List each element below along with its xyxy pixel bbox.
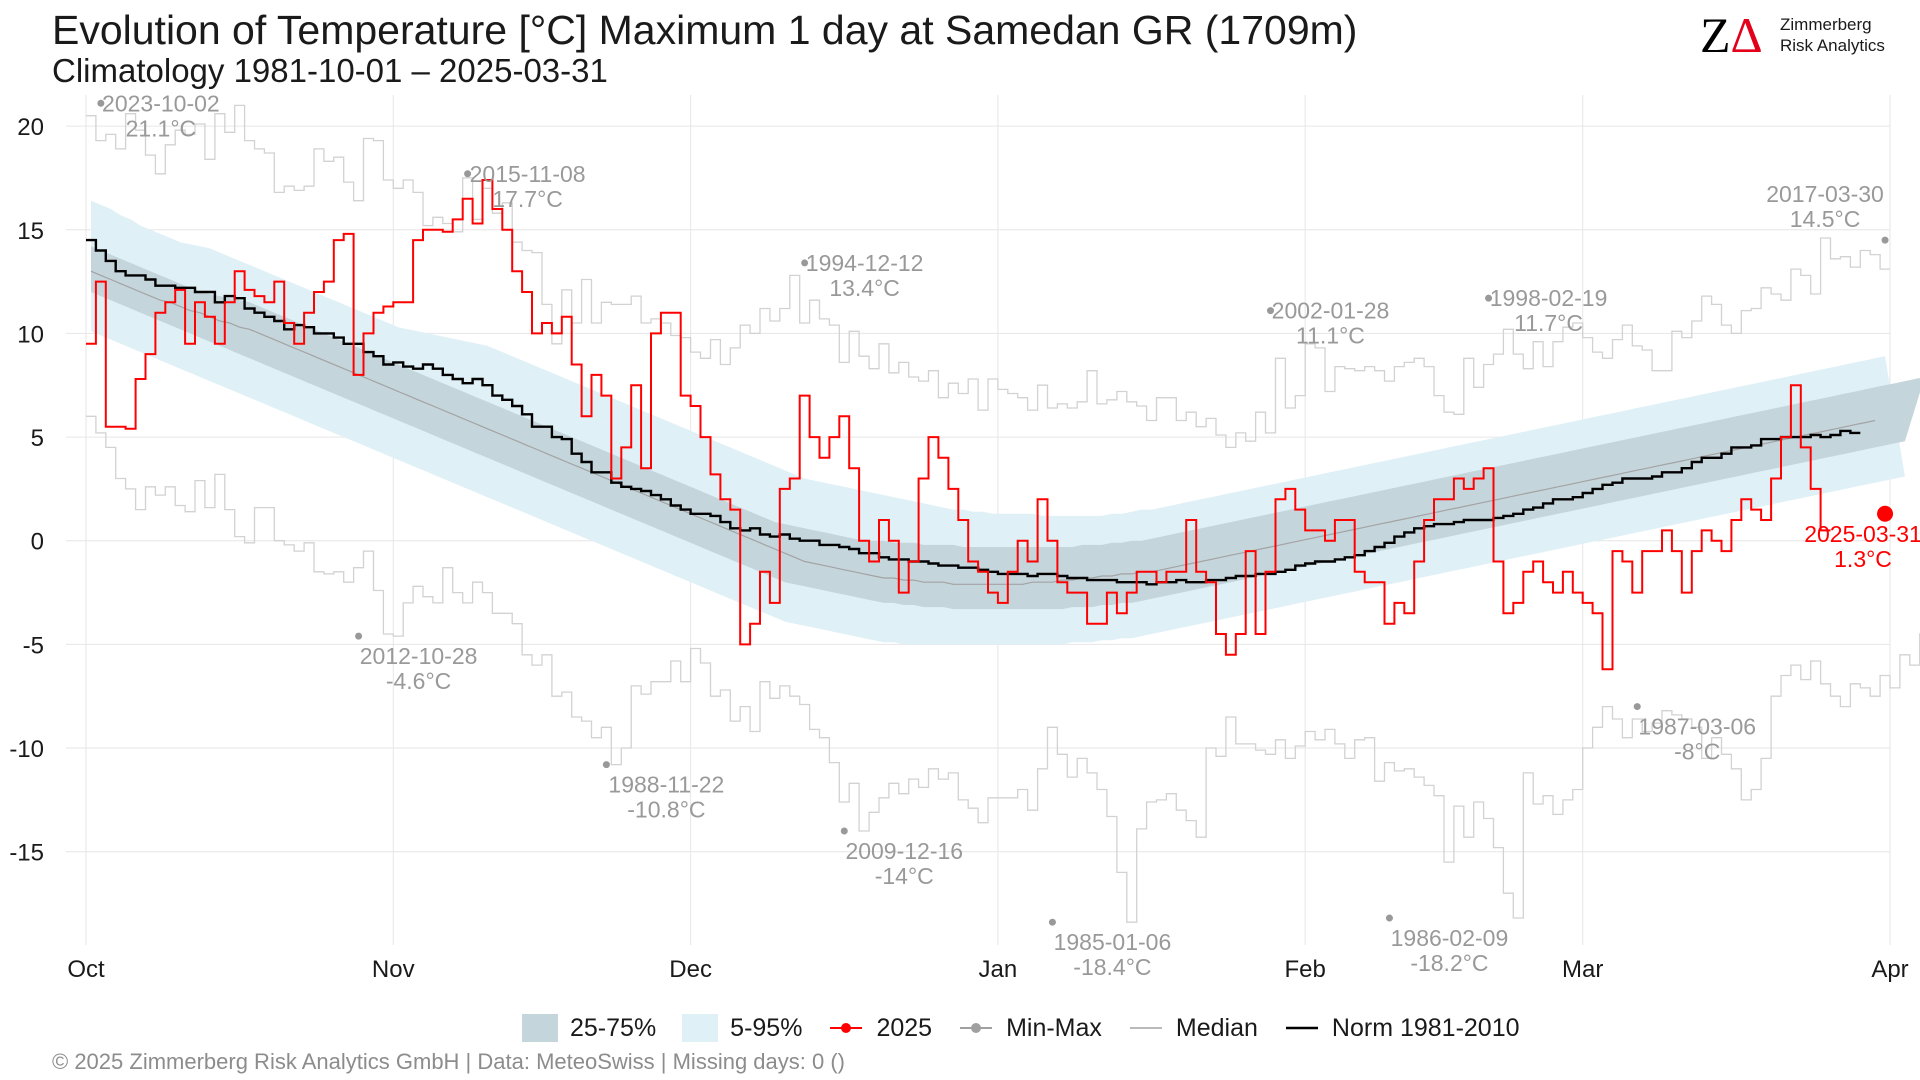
annotation-point (1048, 918, 1056, 926)
annotation-date: 2015-11-08 (470, 161, 586, 187)
y-tick-label: -5 (23, 632, 44, 659)
annotation-point (840, 827, 848, 835)
legend-swatch-5-95 (682, 1013, 719, 1043)
annotation-value: -14°C (875, 863, 934, 889)
logo-mark-icon: ZΔ (1700, 7, 1763, 63)
annotation-value: 11.1°C (1296, 323, 1365, 349)
annotation-value: -10.8°C (627, 797, 705, 823)
logo-text: Zimmerberg Risk Analytics (1780, 14, 1885, 56)
legend-item-5-95: 5-95% (682, 1013, 802, 1043)
y-tick-label: 15 (17, 218, 44, 245)
annotation-point (97, 99, 105, 107)
min-line (86, 415, 1920, 923)
annotation-value: 21.1°C (126, 115, 197, 141)
annotation-date: 2023-10-02 (102, 90, 220, 116)
axes: 20 15 10 5 0 -5 -10 -15 Oct Nov Dec Jan Feb Mar Apr (9, 114, 1908, 983)
annotation-date: 1998-02-19 (1490, 285, 1608, 311)
annotation-date: 2012-10-28 (360, 643, 478, 669)
annotation-point (1485, 294, 1493, 302)
copyright-footer: © 2025 Zimmerberg Risk Analytics GmbH | … (52, 1049, 845, 1074)
x-tick-label: Jan (979, 956, 1018, 983)
y-tick-label: 10 (17, 321, 44, 348)
x-tick-label: Feb (1285, 956, 1326, 983)
legend-item-norm: Norm 1981-2010 (1284, 1013, 1520, 1043)
company-logo: ZΔ Zimmerberg Risk Analytics (1700, 10, 1910, 60)
annotation-value: -8°C (1674, 739, 1720, 765)
chart-title: Evolution of Temperature [°C] Maximum 1 … (52, 7, 1358, 53)
annotation-value: -4.6°C (386, 668, 451, 694)
norm-line (86, 238, 1861, 586)
annotation-point (1633, 703, 1641, 711)
legend-swatch-25-75 (522, 1013, 558, 1043)
x-tick-label: Oct (67, 956, 105, 983)
annotation-value: 17.7°C (492, 186, 563, 212)
annotation-value: 14.5°C (1790, 206, 1861, 232)
annotation-value: 11.7°C (1514, 310, 1583, 336)
band-25-75 (91, 246, 1920, 610)
legend-label-norm: Norm 1981-2010 (1331, 1013, 1520, 1042)
logo-line-2: Risk Analytics (1780, 36, 1885, 55)
annotation-date: 2002-01-28 (1272, 298, 1390, 324)
annotation-value: 1.3°C (1834, 546, 1892, 572)
x-tick-label: Dec (669, 956, 712, 983)
legend-label-median: Median (1175, 1013, 1258, 1042)
x-tick-label: Mar (1562, 956, 1603, 983)
annotation-point (1385, 914, 1393, 922)
annotation-date: 2017-03-30 (1766, 181, 1884, 207)
legend-item-minmax: Min-Max (958, 1013, 1102, 1043)
annotation-point (1881, 236, 1889, 244)
series-lines (86, 104, 1920, 923)
legend-key-median-icon (1128, 1013, 1164, 1043)
annotation-point (1877, 505, 1894, 522)
y-tick-label: -10 (9, 736, 44, 763)
legend-label-25-75: 25-75% (570, 1013, 657, 1042)
y-tick-label: -15 (9, 840, 44, 867)
chart-subtitle: Climatology 1981-10-01 – 2025-03-31 (52, 52, 608, 89)
annotation-point (355, 632, 363, 640)
annotation-point (1266, 307, 1274, 315)
annotation-date: 2009-12-16 (845, 838, 963, 864)
x-tick-label: Nov (372, 956, 415, 983)
annotation-date: 1988-11-22 (608, 772, 724, 798)
legend-item-25-75: 25-75% (522, 1013, 656, 1043)
logo-line-1: Zimmerberg (1780, 15, 1872, 34)
legend-label-minmax: Min-Max (1006, 1013, 1102, 1042)
annotation-point (464, 170, 472, 178)
annotation-date: 1994-12-12 (806, 250, 924, 276)
max-line (86, 104, 1890, 449)
x-tick-label: Apr (1871, 956, 1908, 983)
annotation-value: -18.2°C (1410, 950, 1488, 976)
legend-key-minmax-icon (958, 1013, 994, 1043)
annotation-date: 1987-03-06 (1638, 714, 1756, 740)
legend-label-5-95: 5-95% (730, 1013, 803, 1042)
legend-item-median: Median (1128, 1013, 1258, 1043)
line-2025 (86, 179, 1831, 671)
annotation-date: 2025-03-31 (1804, 521, 1920, 547)
annotation-value: 13.4°C (829, 275, 900, 301)
annotation-value: -18.4°C (1073, 954, 1151, 980)
legend-item-2025: 2025 (828, 1013, 932, 1043)
legend-label-2025: 2025 (876, 1013, 933, 1042)
y-tick-label: 0 (31, 529, 44, 556)
y-tick-label: 20 (17, 114, 44, 141)
chart-legend: 25-75% 5-95% 2025 Min-Max Median Norm 19… (522, 1010, 1546, 1046)
y-tick-label: 5 (31, 425, 44, 452)
annotation-point (801, 259, 809, 267)
annotation-date: 1986-02-09 (1391, 925, 1509, 951)
legend-key-norm-icon (1284, 1013, 1320, 1043)
annotation-point (602, 761, 610, 769)
legend-key-2025-icon (828, 1013, 864, 1043)
annotation-date: 1985-01-06 (1054, 929, 1172, 955)
percentile-bands (91, 200, 1920, 645)
median-line (90, 270, 1876, 585)
